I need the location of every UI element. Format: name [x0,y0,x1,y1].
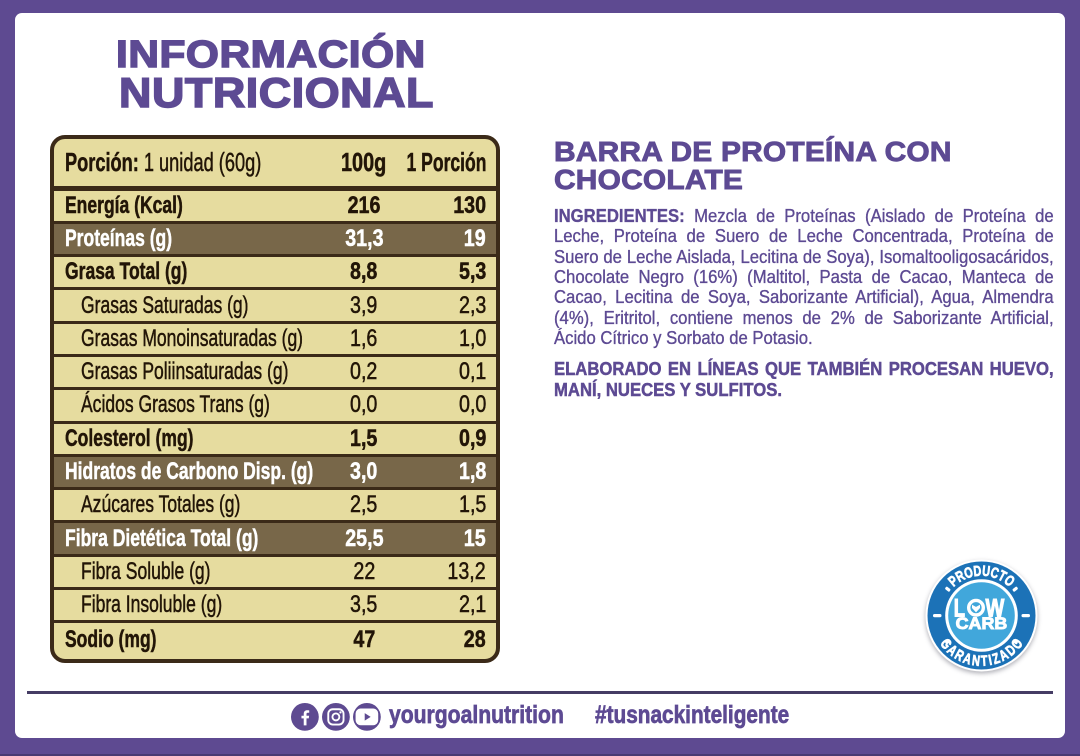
svg-text:T: T [980,652,988,669]
svg-text:U: U [981,562,991,580]
svg-text:N: N [971,651,981,669]
svg-text:CARB: CARB [956,615,1008,633]
svg-text:L: L [954,595,965,623]
svg-text:W: W [986,595,1005,623]
svg-text:I: I [987,651,993,668]
svg-text:D: D [973,562,982,580]
